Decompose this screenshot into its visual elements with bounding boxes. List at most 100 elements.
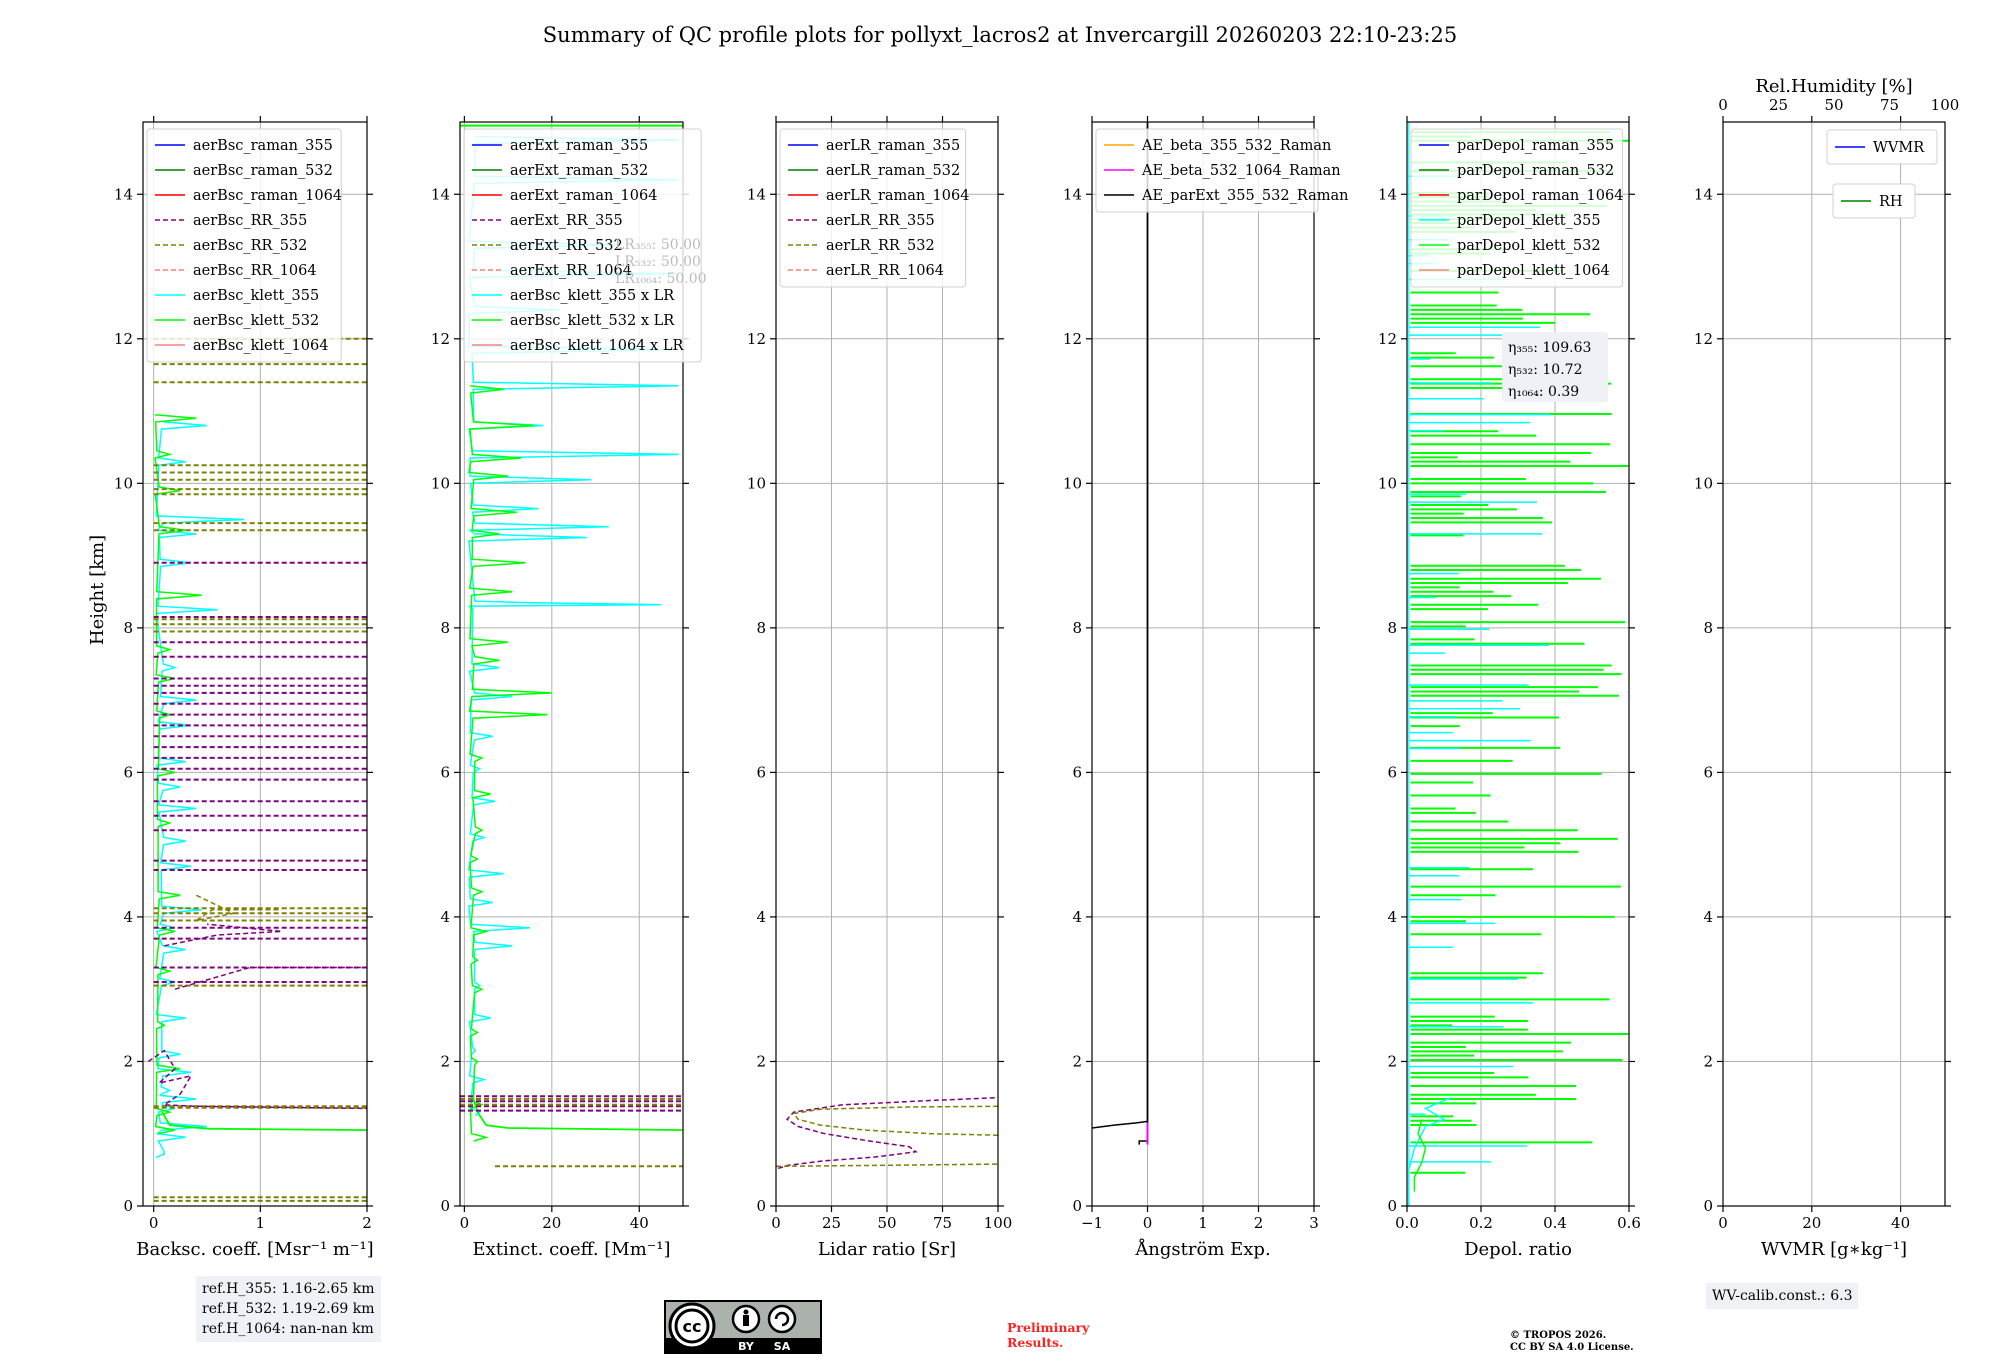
legend-label: parDepol_raman_355 [1457,138,1614,154]
y-tick-label: 0 [1072,1197,1082,1215]
legend-label: aerLR_raman_1064 [826,188,969,204]
legend-label: RH [1879,194,1903,210]
y-tick-label: 12 [114,330,133,348]
y-axis-label: Height [km] [87,535,108,645]
y-tick-label: 14 [1378,185,1397,203]
y-tick-label: 6 [1072,763,1082,781]
wv-calib-text: WV-calib.const.: 6.3 [1712,1288,1853,1304]
x-axis-label-angstrom: Ångström Exp. [1134,1238,1270,1260]
x-tick-label: 40 [1891,1214,1910,1232]
legend-label: aerExt_raman_1064 [510,188,657,204]
top-x-tick-label: 25 [1769,96,1788,114]
y-tick-label: 10 [1063,474,1082,492]
copyright-note: © TROPOS 2026. CC BY SA 4.0 License. [1510,1330,1634,1354]
x-tick-label: 0 [771,1214,781,1232]
legend-label: aerExt_RR_1064 [510,263,632,279]
y-tick-label: 0 [440,1197,450,1215]
axes-frame-depol [1406,121,1630,1207]
y-tick-label: 10 [1378,474,1397,492]
legend-label: aerExt_RR_355 [510,213,623,229]
y-tick-label: 2 [1703,1052,1713,1070]
preliminary-line-2: Results. [1007,1335,1064,1350]
y-tick-label: 4 [756,908,766,926]
x-tick-label: 1 [1198,1214,1208,1232]
x-tick-label: 50 [877,1214,896,1232]
x-tick-label: 3 [1309,1214,1319,1232]
x-axis-label-wvmr: WVMR [g∗kg⁻¹] [1761,1239,1907,1260]
legend-box [146,128,342,363]
legend-label: aerExt_raman_355 [510,138,648,154]
copyright-line-1: © TROPOS 2026. [1510,1330,1607,1341]
panel-extinction: 0 20 40 0 2 4 6 8 10 12 14 Extinct. coeff. [Mm⁻¹] ae… [431,116,707,1260]
legend-label: aerLR_raman_532 [826,163,960,179]
y-tick-label: 6 [123,763,133,781]
series-aerBsc-RR-355-3km [174,966,367,990]
x-tick-label: 0.6 [1617,1214,1641,1232]
y-tick-label: 8 [1387,619,1397,637]
cc-by-label: BY [738,1340,755,1353]
y-tick-label: 12 [1378,330,1397,348]
legend-label: aerBsc_raman_1064 [193,188,342,204]
x-axis-label-lidar_ratio: Lidar ratio [Sr] [818,1239,956,1260]
legend-label: parDepol_raman_532 [1457,163,1614,179]
y-tick-label: 2 [440,1052,450,1070]
series-aerLR-RR-532 [776,1163,998,1168]
legend-box [1832,183,1916,219]
legend-label: aerBsc_RR_1064 [193,263,317,279]
y-tick-label: 2 [756,1052,766,1070]
preliminary-note: Preliminary Results. [1007,1320,1089,1350]
lr-info-line: LR₅₃₂: 50.00 [615,254,701,270]
legend-label: AE_beta_355_532_Raman [1141,138,1331,154]
legend-label: parDepol_raman_1064 [1457,188,1623,204]
y-tick-label: 14 [1694,185,1713,203]
lr-info-line: LR₃₅₅: 50.00 [615,237,701,253]
cc-logo-icon: cc BY SA [664,1300,822,1354]
series-aerBsc-klett-532-LR-base [472,1097,683,1131]
y-tick-label: 8 [123,619,133,637]
series-parDepol-klett-532-low [1413,1119,1427,1192]
lr-info-line: LR₁₀₆₄: 50.00 [615,271,707,287]
axes-frame-extinction [459,121,684,1207]
legend-label: aerLR_RR_532 [826,238,935,254]
legend-label: aerBsc_raman_532 [193,163,333,179]
y-tick-label: 4 [1072,908,1082,926]
x-tick-label: 2 [362,1214,372,1232]
legend-label: aerBsc_raman_355 [193,138,333,154]
y-tick-label: 8 [756,619,766,637]
x-tick-label: 0.4 [1543,1214,1567,1232]
series-aerLR-RR-532-upper [792,1105,998,1136]
legend-backscatter: aerBsc_raman_355 aerBsc_raman_532 aerBsc_r… [146,128,342,363]
axes-frame-backscatter [142,121,368,1207]
legend-label: aerExt_raman_532 [510,163,648,179]
legend-label: parDepol_klett_355 [1457,213,1601,229]
legend-depol: parDepol_raman_355 parDepol_raman_532 parD… [1410,128,1623,288]
series-AE-parExt-low [1138,1140,1148,1145]
y-tick-label: 2 [123,1052,133,1070]
legend-label: aerBsc_klett_355 [193,288,319,304]
x-tick-label: 40 [630,1214,649,1232]
x-tick-label: 0 [1718,1214,1728,1232]
eta-line: η₃₅₅: 109.63 [1508,340,1591,356]
series-aerBsc-klett-532-base [161,1111,367,1131]
reference-height-box: ref.H_355: 1.16-2.65 km ref.H_532: 1.19-… [196,1276,381,1342]
x-tick-label: 100 [984,1214,1013,1232]
y-tick-label: 6 [1703,763,1713,781]
series-aerLR-RR-355 [777,1096,998,1170]
y-tick-label: 6 [1387,763,1397,781]
y-tick-label: 12 [747,330,766,348]
legend-label: AE_beta_532_1064_Raman [1141,163,1341,179]
legend-angstrom: AE_beta_355_532_Raman AE_beta_532_1064_Ra… [1095,128,1348,213]
y-tick-label: 8 [1703,619,1713,637]
top-x-tick-label: 100 [1931,96,1960,114]
x-axis-label-depol: Depol. ratio [1464,1239,1572,1260]
y-tick-label: 8 [1072,619,1082,637]
y-tick-label: 2 [1387,1052,1397,1070]
x-tick-label: 0.2 [1469,1214,1493,1232]
x-tick-label: 75 [933,1214,952,1232]
y-tick-label: 0 [1703,1197,1713,1215]
legend-label: aerExt_RR_532 [510,238,623,254]
series-aerBsc-klett-532-LR [468,385,552,1142]
series-aerBsc-RR-355-375 [164,923,282,947]
y-tick-label: 14 [431,185,450,203]
